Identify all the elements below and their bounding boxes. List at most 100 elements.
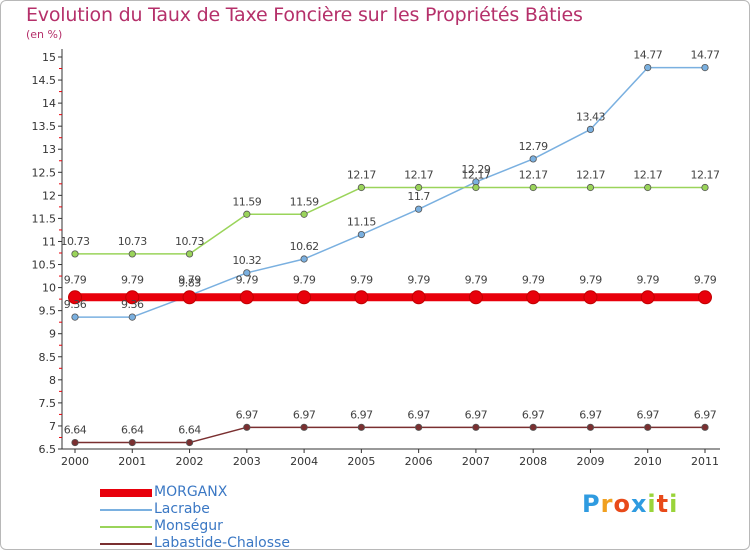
x-tick-label: 2011 [691, 455, 719, 468]
x-tick-label: 2001 [118, 455, 146, 468]
logo-letter: i [647, 490, 657, 518]
logo-letter: o [613, 490, 631, 518]
data-label-lacrabe: 12.29 [461, 163, 490, 176]
y-tick-label: 9 [49, 328, 56, 341]
legend-swatch-morganx [100, 489, 152, 497]
data-label-morganx: 9.79 [236, 273, 259, 286]
proxiti-logo: Proxiti [582, 490, 678, 518]
data-label-labastide-chalosse: 6.97 [293, 408, 316, 421]
legend-swatch-lacrabe [100, 509, 152, 511]
legend-swatch-monsegur [100, 526, 152, 528]
data-point-morganx [411, 290, 426, 305]
data-label-monsegur: 12.17 [404, 169, 433, 182]
y-tick-label: 12 [42, 189, 56, 202]
x-tick-label: 2003 [233, 455, 261, 468]
data-point-monsegur [300, 210, 308, 218]
legend-label-labastide-chalosse: Labastide-Chalosse [154, 535, 290, 551]
data-point-lacrabe [415, 205, 423, 213]
logo-letter: r [600, 490, 614, 518]
data-point-labastide-chalosse [243, 423, 251, 431]
data-label-lacrabe: 14.77 [691, 49, 720, 62]
data-point-morganx [354, 290, 369, 305]
data-label-labastide-chalosse: 6.64 [121, 424, 144, 437]
series-line-labastide-chalosse [74, 426, 706, 444]
data-point-monsegur [529, 183, 537, 192]
y-tick-label: 10.5 [32, 259, 57, 272]
data-label-morganx: 9.79 [465, 273, 488, 286]
data-label-lacrabe: 12.79 [519, 140, 548, 153]
data-point-labastide-chalosse [529, 423, 537, 431]
data-label-morganx: 9.79 [636, 273, 659, 286]
y-tick-label: 8 [49, 374, 56, 387]
data-point-monsegur [185, 250, 194, 258]
data-label-morganx: 9.79 [522, 273, 545, 286]
data-label-morganx: 9.79 [293, 273, 316, 286]
data-point-lacrabe [644, 64, 652, 72]
y-tick-label: 10 [42, 282, 56, 295]
data-label-morganx: 9.79 [350, 273, 373, 286]
series-line-lacrabe [74, 66, 706, 318]
data-label-labastide-chalosse: 6.64 [64, 424, 87, 437]
data-point-monsegur [243, 210, 251, 218]
data-point-labastide-chalosse [300, 423, 308, 431]
data-label-monsegur: 11.59 [290, 195, 319, 208]
data-label-morganx: 9.79 [121, 273, 144, 286]
chart-title: Evolution du Taux de Taxe Foncière sur l… [26, 4, 583, 26]
y-tick-label: 11.5 [32, 212, 57, 225]
data-label-labastide-chalosse: 6.97 [236, 408, 259, 421]
data-point-lacrabe [300, 255, 308, 263]
data-point-morganx [68, 290, 82, 305]
data-point-labastide-chalosse [586, 423, 595, 431]
data-point-lacrabe [357, 230, 365, 239]
data-label-morganx: 9.79 [407, 273, 430, 286]
data-point-labastide-chalosse [644, 423, 652, 431]
series-line-monsegur [74, 186, 706, 255]
data-point-labastide-chalosse [185, 438, 194, 447]
logo-letter: x [630, 490, 648, 518]
data-label-lacrabe: 9.36 [64, 298, 87, 311]
data-point-monsegur [415, 183, 423, 192]
x-tick-label: 2005 [347, 455, 375, 468]
data-point-morganx [239, 290, 254, 305]
data-label-labastide-chalosse: 6.97 [694, 408, 717, 421]
x-tick-label: 2004 [290, 455, 318, 468]
data-label-morganx: 9.79 [178, 273, 201, 286]
data-label-labastide-chalosse: 6.97 [407, 408, 430, 421]
data-point-labastide-chalosse [701, 423, 709, 431]
logo-letter: i [669, 490, 679, 518]
data-point-morganx [583, 290, 598, 305]
data-label-lacrabe: 11.7 [407, 190, 430, 203]
data-label-morganx: 9.79 [64, 273, 87, 286]
data-labels-layer: 9.36 9.36 9.83 10.32 10.62 11.15 11.7 12.29 12.7… [61, 49, 721, 437]
data-point-morganx [698, 290, 712, 305]
data-point-labastide-chalosse [415, 423, 423, 431]
y-tick-label: 9.5 [39, 305, 57, 318]
legend-label-morganx: MORGANX [154, 484, 228, 500]
legend-swatch-labastide-chalosse [100, 543, 152, 545]
data-point-lacrabe [71, 313, 79, 321]
x-tick-label: 2002 [176, 455, 204, 468]
data-point-lacrabe [128, 313, 136, 321]
x-tick-label: 2009 [576, 455, 604, 468]
data-point-morganx [468, 290, 483, 305]
y-tick-label: 7.5 [39, 397, 57, 410]
data-label-labastide-chalosse: 6.97 [522, 408, 545, 421]
y-tick-label: 14.5 [32, 74, 57, 87]
data-point-morganx [182, 290, 197, 305]
data-label-monsegur: 10.73 [118, 235, 147, 248]
data-point-labastide-chalosse [357, 423, 365, 431]
y-tick-label: 11 [42, 235, 56, 248]
logo-letter: P [582, 490, 601, 518]
data-point-monsegur [586, 183, 595, 192]
x-tick-label: 2008 [519, 455, 547, 468]
y-tick-label: 6.5 [39, 443, 57, 456]
data-label-labastide-chalosse: 6.97 [350, 408, 373, 421]
x-tick-label: 2006 [405, 455, 433, 468]
axes: 6.5 7 7.5 8 8.5 9 9.5 10 10.5 11 11.5 12 12.5 13 13.5 1… [32, 49, 720, 468]
data-point-monsegur [71, 250, 79, 258]
data-point-morganx [125, 290, 140, 305]
data-point-monsegur [128, 250, 136, 258]
data-label-lacrabe: 10.62 [290, 240, 319, 253]
y-unit-label: (en %) [26, 28, 63, 41]
